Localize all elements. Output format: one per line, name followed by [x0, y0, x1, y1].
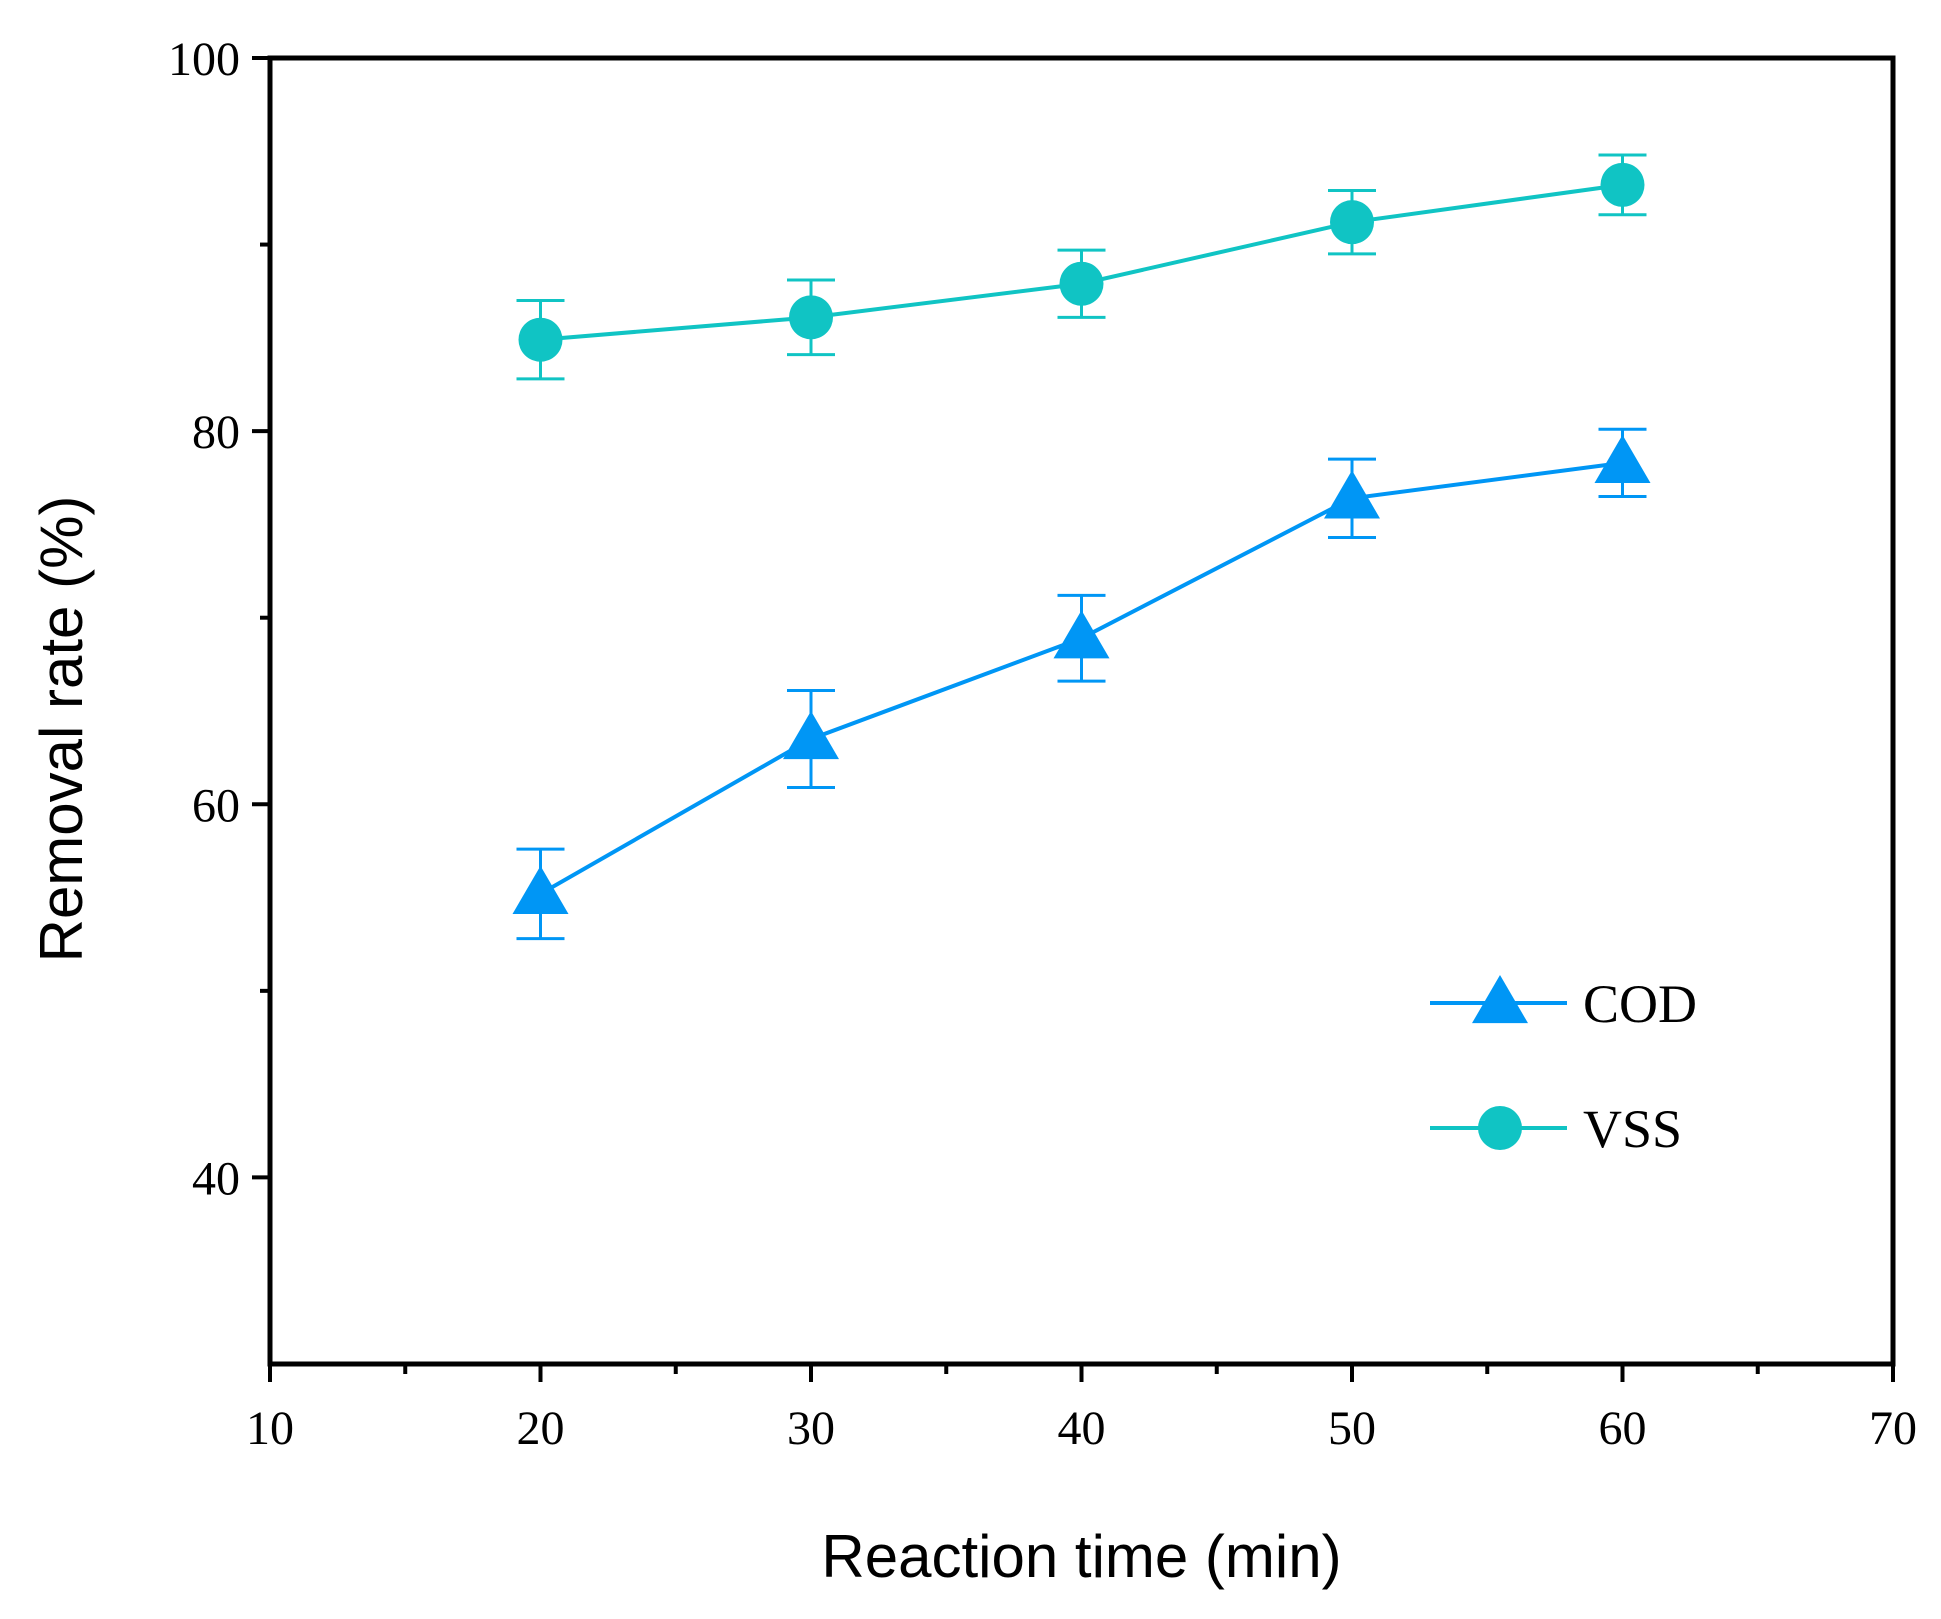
vss-point: [1600, 162, 1645, 207]
legend-vss-marker: [1478, 1106, 1522, 1150]
vss-point: [518, 317, 563, 362]
legend-vss-label: VSS: [1583, 1099, 1682, 1159]
cod-point: [512, 865, 569, 914]
x-tick-label-40: 40: [1058, 1402, 1106, 1455]
y-tick-label-60: 60: [192, 779, 240, 832]
y-axis-title: Removal rate (%): [28, 496, 95, 963]
x-tick-label-20: 20: [517, 1402, 565, 1455]
vss-point: [1059, 261, 1104, 306]
x-tick-label-60: 60: [1599, 1402, 1647, 1455]
x-axis-title: Reaction time (min): [821, 1523, 1341, 1590]
legend-cod-label: COD: [1583, 974, 1697, 1034]
x-tick-label-10: 10: [246, 1402, 294, 1455]
x-tick-label-50: 50: [1328, 1402, 1376, 1455]
vss-point: [789, 295, 833, 340]
y-tick-label-80: 80: [192, 406, 240, 459]
y-tick-label-40: 40: [192, 1152, 240, 1205]
minor-ticks: [260, 242, 1760, 1374]
legend-cod-marker: [1472, 975, 1528, 1024]
vss-point: [1330, 200, 1374, 245]
cod-point: [1594, 434, 1651, 484]
x-tick-label-30: 30: [787, 1402, 835, 1455]
major-ticks: [252, 56, 1895, 1382]
y-tick-label-100: 100: [168, 33, 240, 86]
cod-point: [1053, 610, 1110, 659]
series-markers: [512, 162, 1651, 914]
cod-point: [783, 710, 839, 760]
plot-frame: [267, 55, 1896, 1367]
cod-point: [1324, 470, 1380, 519]
x-tick-label-70: 70: [1869, 1402, 1917, 1455]
tick-labels: 10 20 30 40 50 60 70 40 60 80 100: [168, 33, 1917, 1455]
legend: COD VSS: [1430, 974, 1697, 1159]
